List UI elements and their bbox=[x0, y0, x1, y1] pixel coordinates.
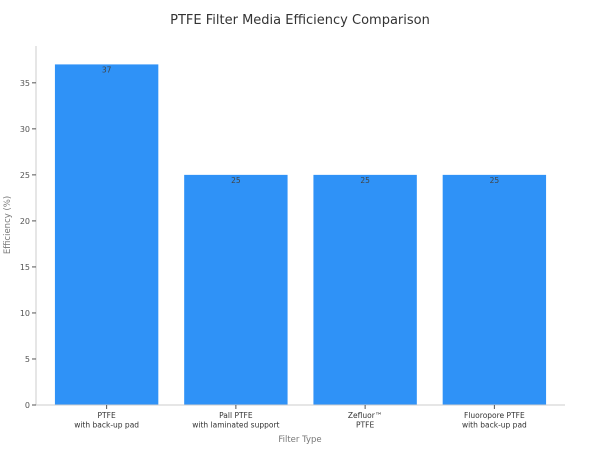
y-tick-label: 35 bbox=[20, 79, 30, 88]
x-axis-title: Filter Type bbox=[278, 435, 321, 445]
x-tick-label: with laminated support bbox=[192, 421, 279, 430]
x-tick-label: with back-up pad bbox=[74, 421, 139, 430]
y-tick-label: 20 bbox=[20, 217, 30, 226]
bar-value-label: 37 bbox=[102, 65, 112, 74]
y-tick-label: 15 bbox=[20, 263, 30, 272]
bar-value-label: 25 bbox=[360, 176, 370, 185]
bar-value-label: 25 bbox=[490, 176, 500, 185]
y-axis-title: Efficiency (%) bbox=[3, 196, 13, 254]
y-tick-label: 30 bbox=[20, 125, 30, 134]
bar bbox=[313, 174, 417, 405]
x-tick-label: Zefluor™ bbox=[348, 411, 382, 420]
y-tick-label: 0 bbox=[25, 401, 30, 410]
y-tick-label: 5 bbox=[25, 355, 30, 364]
bar bbox=[184, 174, 288, 405]
x-tick-label: Pall PTFE bbox=[219, 411, 253, 420]
y-tick-label: 25 bbox=[20, 171, 30, 180]
bar bbox=[442, 174, 547, 405]
chart-title: PTFE Filter Media Efficiency Comparison bbox=[170, 13, 430, 28]
bar bbox=[54, 64, 159, 406]
x-tick-label: PTFE bbox=[98, 411, 116, 420]
x-tick-label: Fluoropore PTFE bbox=[464, 411, 525, 420]
x-tick-label: PTFE bbox=[356, 421, 374, 430]
x-tick-label: with back-up pad bbox=[462, 421, 527, 430]
y-axis: 0 5 10 15 20 25 30 35 bbox=[20, 46, 37, 410]
y-tick-label: 10 bbox=[20, 309, 30, 318]
bars-group: 37 25 25 25 bbox=[54, 64, 547, 406]
bar-value-label: 25 bbox=[231, 176, 241, 185]
